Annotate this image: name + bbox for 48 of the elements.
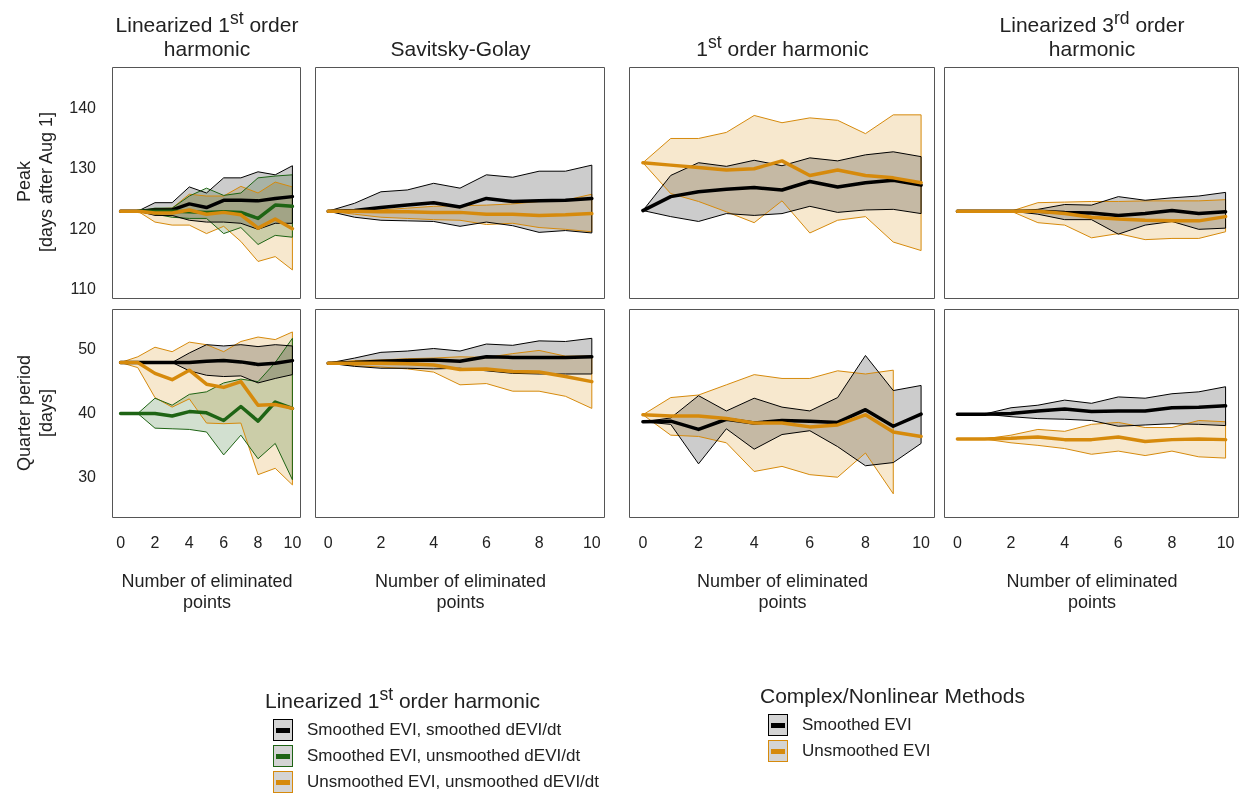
legend-label: Smoothed EVI, smoothed dEVI/dt bbox=[307, 720, 562, 740]
legend-title: Complex/Nonlinear Methods bbox=[760, 684, 1025, 708]
x-tick-label: 0 bbox=[638, 534, 648, 552]
y-tick-label: 120 bbox=[69, 219, 97, 237]
x-tick-label: 8 bbox=[534, 534, 544, 552]
x-tick-label: 2 bbox=[150, 534, 160, 552]
y-tick-label: 50 bbox=[78, 340, 97, 358]
chart-title: 1$^{st}$ order harmonic bbox=[696, 31, 869, 61]
x-tick-label: 4 bbox=[184, 534, 194, 552]
x-tick-label: 0 bbox=[116, 534, 126, 552]
x-tick-label: 0 bbox=[323, 534, 333, 552]
x-axis-title: Number of eliminated points bbox=[373, 571, 548, 613]
x-tick-label: 10 bbox=[912, 534, 931, 552]
y-axis-title: Peak [days after Aug 1] bbox=[14, 112, 57, 253]
y-tick-label: 140 bbox=[69, 98, 97, 116]
x-tick-label: 10 bbox=[582, 534, 601, 552]
y-axis-title: Quarter period [days] bbox=[14, 354, 57, 472]
legend-title: Linearized 1$^{st}$ order harmonic bbox=[265, 684, 542, 713]
x-tick-label: 6 bbox=[219, 534, 229, 552]
x-tick-label: 8 bbox=[861, 534, 870, 552]
legend-label: Unsmoothed EVI, unsmoothed dEVI/dt bbox=[307, 772, 600, 792]
legend-label: Unsmoothed EVI bbox=[802, 741, 931, 761]
x-tick-label: 10 bbox=[1216, 534, 1235, 552]
x-tick-label: 8 bbox=[253, 534, 263, 552]
x-axis-title: Number of eliminated points bbox=[1005, 571, 1179, 613]
y-tick-label: 40 bbox=[78, 403, 97, 421]
x-tick-label: 4 bbox=[1060, 534, 1070, 552]
legend-label: Smoothed EVI bbox=[802, 715, 912, 735]
x-tick-label: 6 bbox=[805, 534, 815, 552]
x-tick-label: 6 bbox=[1113, 534, 1123, 552]
y-tick-label: 130 bbox=[69, 159, 97, 177]
x-tick-label: 8 bbox=[1167, 534, 1177, 552]
x-tick-label: 10 bbox=[283, 534, 302, 552]
x-tick-label: 0 bbox=[952, 534, 962, 552]
x-tick-label: 2 bbox=[376, 534, 386, 552]
x-tick-label: 4 bbox=[429, 534, 439, 552]
legend-label: Smoothed EVI, unsmoothed dEVI/dt bbox=[307, 746, 581, 766]
x-axis-title: Number of eliminated points bbox=[120, 571, 294, 613]
chart-title: Linearized 3$^{rd}$ order harmonic bbox=[998, 7, 1186, 61]
chart-title: Savitsky-Golay bbox=[390, 36, 531, 61]
y-tick-label: 30 bbox=[78, 467, 97, 485]
x-axis-title: Number of eliminated points bbox=[695, 571, 870, 613]
x-tick-label: 4 bbox=[749, 534, 759, 552]
chart-title: Linearized 1$^{st}$ order harmonic bbox=[114, 7, 300, 61]
x-tick-label: 2 bbox=[694, 534, 704, 552]
x-tick-label: 2 bbox=[1006, 534, 1016, 552]
x-tick-label: 6 bbox=[481, 534, 491, 552]
y-tick-label: 110 bbox=[70, 280, 97, 298]
